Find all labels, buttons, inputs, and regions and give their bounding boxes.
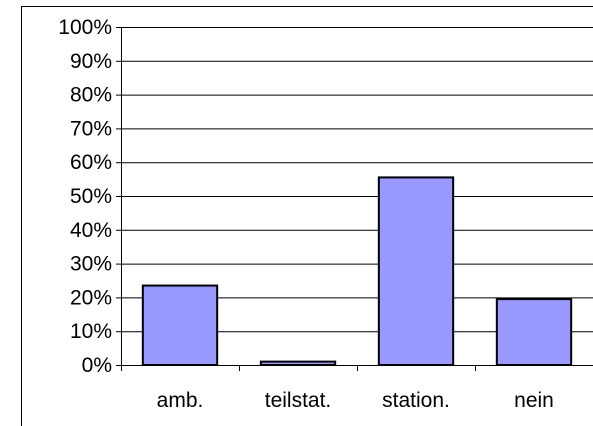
y-tick-label: 10% — [70, 320, 112, 343]
bar — [495, 298, 573, 366]
bar — [377, 176, 455, 366]
y-tick-labels: 0% 10% 20% 30% 40% 50% 60% 70% 80% 90% 100% — [58, 16, 112, 377]
x-tick-label: amb. — [157, 389, 204, 412]
y-tick-label: 50% — [70, 185, 112, 208]
bar — [259, 360, 337, 366]
y-tick-label: 70% — [70, 117, 112, 140]
axes — [21, 6, 593, 426]
y-tick-label: 60% — [70, 151, 112, 174]
x-tick-label: teilstat. — [265, 389, 332, 412]
y-tick-label: 80% — [70, 84, 112, 107]
x-tick-label: station. — [382, 389, 450, 412]
y-tick-label: 0% — [82, 354, 112, 377]
y-tick-label: 90% — [70, 50, 112, 73]
y-tick-label: 30% — [70, 253, 112, 276]
bar — [141, 284, 219, 367]
x-tick-label: nein — [514, 389, 554, 412]
y-tick-label: 100% — [58, 16, 112, 39]
y-tick-label: 40% — [70, 219, 112, 242]
x-tick-labels: amb. teilstat. station. nein — [157, 389, 554, 412]
bars — [141, 176, 573, 367]
y-tick-label: 20% — [70, 286, 112, 309]
